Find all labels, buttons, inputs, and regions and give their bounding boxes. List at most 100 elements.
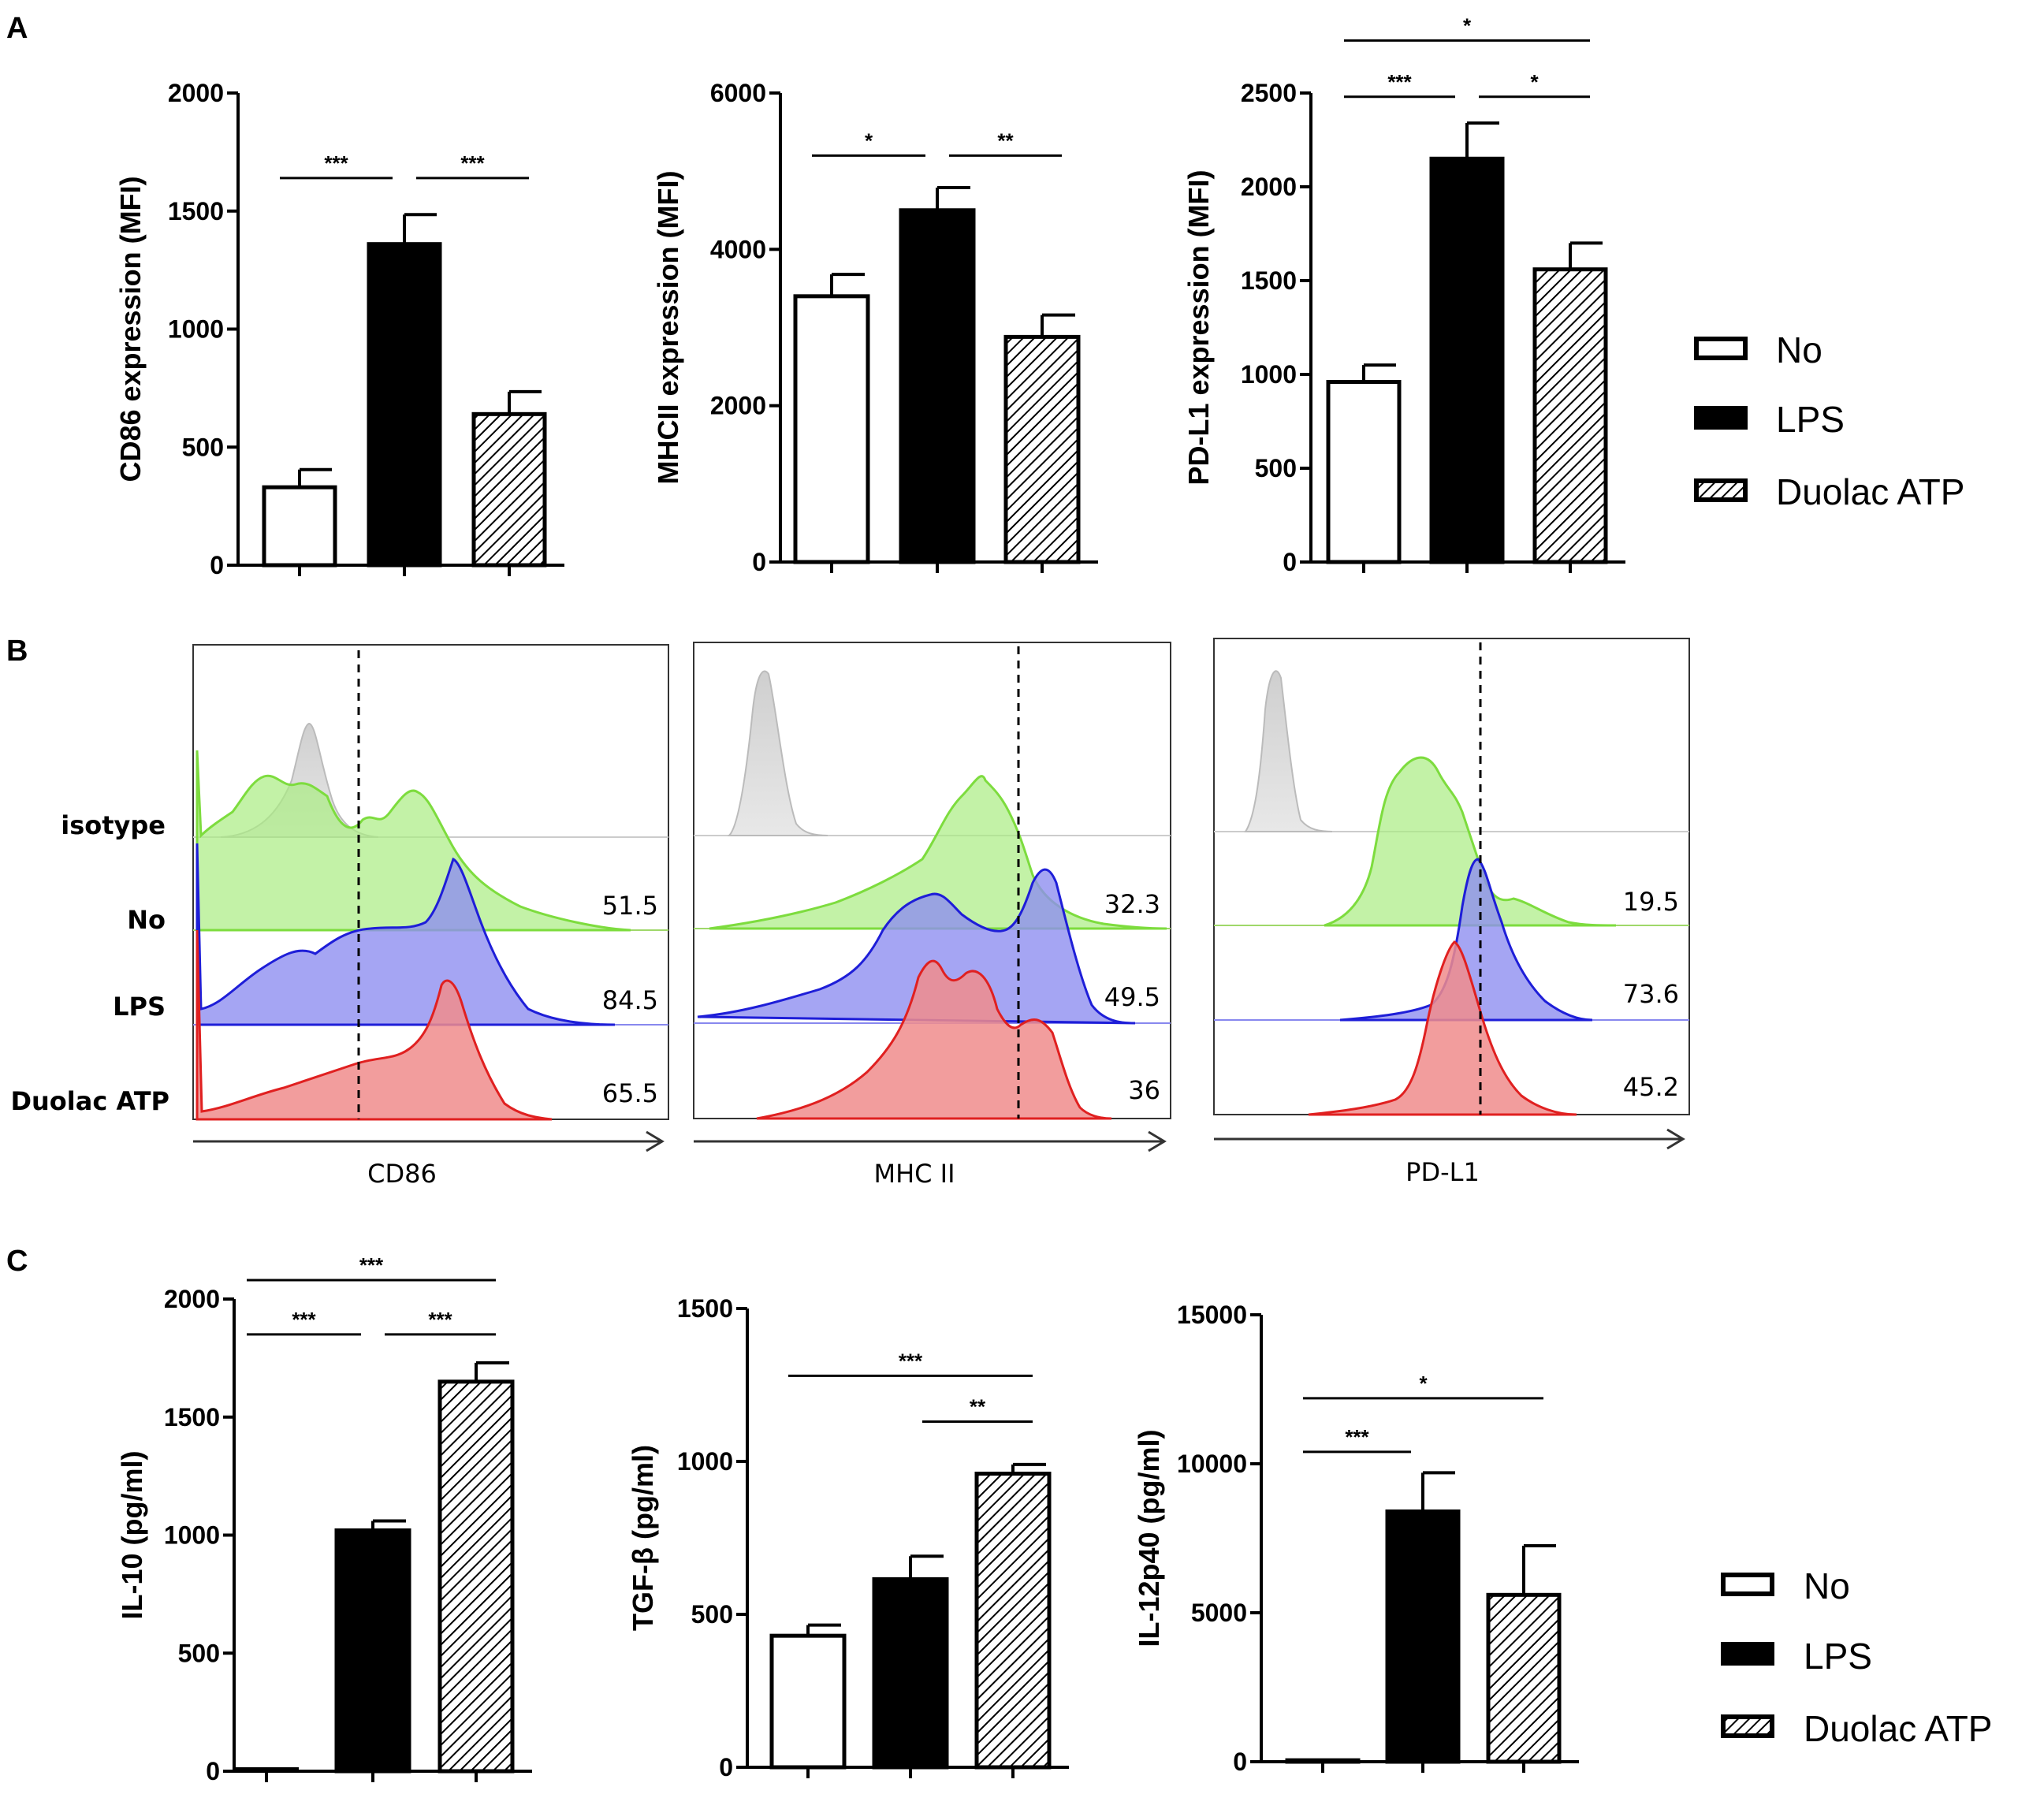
duolac-histogram-pdl1 xyxy=(1308,940,1577,1116)
bar-lps xyxy=(367,242,442,568)
bar-no xyxy=(769,1633,847,1770)
percentage-lps-pdl1: 73.6 xyxy=(1623,979,1679,1009)
percentage-duolac-pdl1: 45.2 xyxy=(1623,1072,1679,1102)
legend-label-no: No xyxy=(1804,1565,1850,1606)
arrowhead-icon xyxy=(646,1130,665,1152)
legend-swatch-no xyxy=(1694,337,1748,360)
y-tick-label: 1500 xyxy=(164,1403,220,1431)
y-tick-label: 4000 xyxy=(710,235,766,263)
legend-label-lps: LPS xyxy=(1804,1636,1872,1677)
legend-bottom: No LPS Duolac ATP xyxy=(1721,1565,1992,1749)
no-histogram-cd86 xyxy=(195,750,631,932)
bar-no xyxy=(1326,380,1402,564)
isotype-histogram xyxy=(1244,670,1333,832)
significance-label: * xyxy=(865,128,873,152)
bar-no xyxy=(262,485,337,568)
bar-lps xyxy=(872,1577,949,1770)
significance-label: * xyxy=(1530,70,1539,94)
y-tick-label: 1000 xyxy=(677,1447,733,1476)
lps-histogram-mhcii xyxy=(697,868,1136,1025)
il10-bar-chart: 0 500 1000 1500 2000 IL-10 (pg/ml) *** *** *** xyxy=(116,1253,532,1785)
duolac-histogram-cd86 xyxy=(195,929,553,1121)
percentage-duolac-mhcii: 36 xyxy=(1128,1075,1160,1105)
arrowhead-icon xyxy=(1148,1130,1167,1152)
x-axis-label-pdl1: PD-L1 xyxy=(1405,1157,1480,1187)
legend-swatch-lps xyxy=(1721,1642,1774,1666)
y-tick-label: 1000 xyxy=(168,315,224,344)
bar-lps xyxy=(899,208,976,564)
legend-label-no: No xyxy=(1776,329,1822,370)
y-tick-label: 1000 xyxy=(164,1521,220,1550)
y-tick-label: 1500 xyxy=(168,197,224,225)
panel-label-a: A xyxy=(6,12,28,45)
y-tick-label: 10000 xyxy=(1177,1450,1247,1478)
legend-swatch-duolac xyxy=(1694,478,1748,502)
lps-histogram-cd86 xyxy=(195,843,616,1026)
y-tick-label: 1000 xyxy=(1241,360,1297,389)
significance-label: *** xyxy=(292,1308,316,1331)
significance-label: * xyxy=(1463,13,1472,37)
y-tick-label: 500 xyxy=(1255,454,1297,482)
significance-label: * xyxy=(1419,1372,1428,1395)
significance-label: *** xyxy=(899,1349,923,1372)
bar-duolac-atp xyxy=(1532,267,1608,564)
row-label-isotype: isotype xyxy=(61,810,166,840)
significance-label: ** xyxy=(970,1395,986,1419)
y-tick-label: 500 xyxy=(691,1600,733,1629)
significance-label: *** xyxy=(460,151,485,175)
percentage-no-cd86: 51.5 xyxy=(602,891,658,921)
row-label-duolac: Duolac ATP xyxy=(10,1086,169,1116)
legend-swatch-duolac xyxy=(1721,1714,1774,1738)
y-tick-label: 1500 xyxy=(677,1294,733,1323)
row-label-lps: LPS xyxy=(113,992,166,1022)
y-axis-label: MHCII expression (MFI) xyxy=(652,170,684,484)
significance-label: *** xyxy=(428,1308,452,1331)
y-axis-label: CD86 expression (MFI) xyxy=(114,176,147,482)
cd86-histogram-panel: 51.5 84.5 65.5 CD86 xyxy=(192,644,669,1189)
y-tick-label: 0 xyxy=(1283,548,1297,576)
legend-swatch-lps xyxy=(1694,406,1748,430)
legend-label-duolac: Duolac ATP xyxy=(1804,1708,1992,1749)
bar-duolac-atp xyxy=(471,411,547,568)
y-tick-label: 0 xyxy=(719,1753,733,1781)
y-tick-label: 0 xyxy=(210,551,224,579)
bar-duolac-atp xyxy=(974,1472,1052,1770)
y-tick-label: 2000 xyxy=(168,79,224,107)
bar-lps xyxy=(1385,1509,1461,1764)
bar-lps xyxy=(334,1528,411,1774)
significance-label: *** xyxy=(359,1253,384,1277)
x-axis-label-mhcii: MHC II xyxy=(873,1159,955,1189)
y-axis-label: PD-L1 expression (MFI) xyxy=(1182,169,1215,485)
y-tick-label: 500 xyxy=(178,1639,220,1667)
isotype-histogram xyxy=(727,670,828,836)
legend-label-duolac: Duolac ATP xyxy=(1776,471,1964,512)
significance-label: ** xyxy=(997,128,1014,152)
bar-no xyxy=(1285,1758,1361,1764)
no-histogram-pdl1 xyxy=(1324,756,1617,927)
percentage-no-pdl1: 19.5 xyxy=(1623,887,1679,917)
bar-duolac-atp xyxy=(1486,1592,1562,1764)
y-tick-label: 2000 xyxy=(164,1285,220,1313)
y-tick-label: 5000 xyxy=(1191,1599,1247,1627)
panel-label-c: C xyxy=(6,1245,28,1278)
cd86-bar-chart: 0 500 1000 1500 2000 CD86 expression (MFI) ***… xyxy=(114,79,564,579)
percentage-lps-mhcii: 49.5 xyxy=(1104,982,1160,1012)
y-axis-label: IL-12p40 (pg/ml) xyxy=(1133,1429,1165,1647)
legend-label-lps: LPS xyxy=(1776,399,1845,440)
pdl1-histogram-panel: 19.5 73.6 45.2 PD-L1 xyxy=(1213,638,1690,1187)
y-tick-label: 500 xyxy=(182,433,224,461)
bar-duolac-atp xyxy=(1003,334,1081,564)
percentage-no-mhcii: 32.3 xyxy=(1104,889,1160,919)
y-tick-label: 0 xyxy=(206,1757,220,1785)
y-tick-label: 0 xyxy=(1233,1748,1247,1776)
y-tick-label: 6000 xyxy=(710,79,766,107)
y-tick-label: 15000 xyxy=(1177,1301,1247,1329)
percentage-lps-cd86: 84.5 xyxy=(602,985,658,1015)
y-tick-label: 2000 xyxy=(1241,173,1297,201)
no-histogram-mhcii xyxy=(709,775,1167,930)
bar-no xyxy=(793,294,870,564)
y-tick-label: 2500 xyxy=(1241,79,1297,107)
